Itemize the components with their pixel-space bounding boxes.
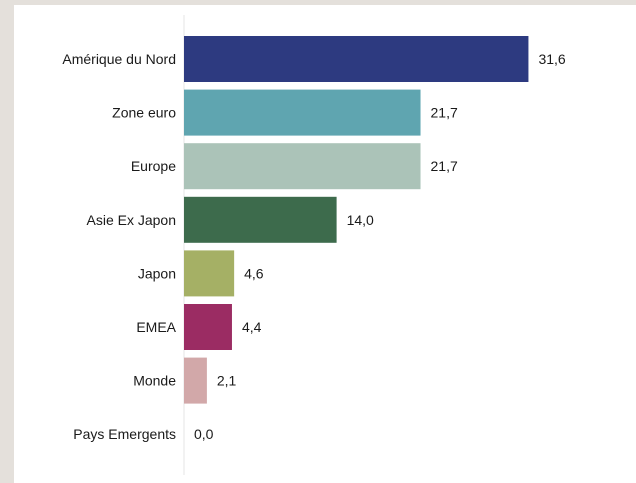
category-label: Pays Emergents — [73, 426, 176, 442]
value-label: 4,6 — [244, 265, 264, 281]
bar-1 — [184, 89, 421, 136]
bar-6 — [184, 357, 207, 404]
category-label: Zone euro — [112, 105, 176, 121]
bar-0 — [184, 36, 529, 82]
bars-group: Amérique du Nord 31,6 Zone euro 21,7 Europe 2… — [62, 36, 566, 442]
bar-chart: Amérique du Nord 31,6 Zone euro 21,7 Europe 2… — [62, 15, 566, 475]
category-label: EMEA — [136, 319, 176, 335]
category-label: Japon — [138, 265, 176, 281]
category-label: Europe — [131, 158, 176, 174]
value-label: 0,0 — [194, 426, 214, 442]
bar-2 — [184, 143, 421, 190]
value-label: 31,6 — [538, 51, 565, 67]
value-label: 14,0 — [347, 212, 374, 228]
category-label: Monde — [133, 373, 176, 389]
category-label: Amérique du Nord — [62, 51, 176, 67]
chart-card: Amérique du Nord 31,6 Zone euro 21,7 Europe 2… — [14, 5, 636, 483]
category-label: Asie Ex Japon — [87, 212, 177, 228]
bar-5 — [184, 304, 232, 350]
value-label: 2,1 — [217, 373, 237, 389]
value-label: 4,4 — [242, 319, 262, 335]
value-label: 21,7 — [431, 158, 458, 174]
bar-3 — [184, 196, 337, 243]
bar-4 — [184, 250, 235, 297]
value-label: 21,7 — [431, 105, 458, 121]
